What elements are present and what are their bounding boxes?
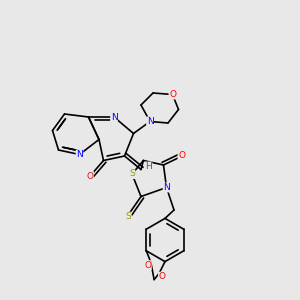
Text: N: N [76, 150, 83, 159]
Text: N: N [163, 183, 170, 192]
Text: H: H [145, 162, 152, 171]
Text: N: N [147, 117, 153, 126]
Text: O: O [169, 90, 176, 99]
Text: O: O [144, 261, 151, 270]
Text: S: S [125, 212, 131, 221]
Text: O: O [158, 272, 166, 281]
Text: O: O [86, 172, 94, 181]
Text: S: S [129, 169, 135, 178]
Text: N: N [111, 112, 117, 122]
Text: O: O [178, 151, 185, 160]
